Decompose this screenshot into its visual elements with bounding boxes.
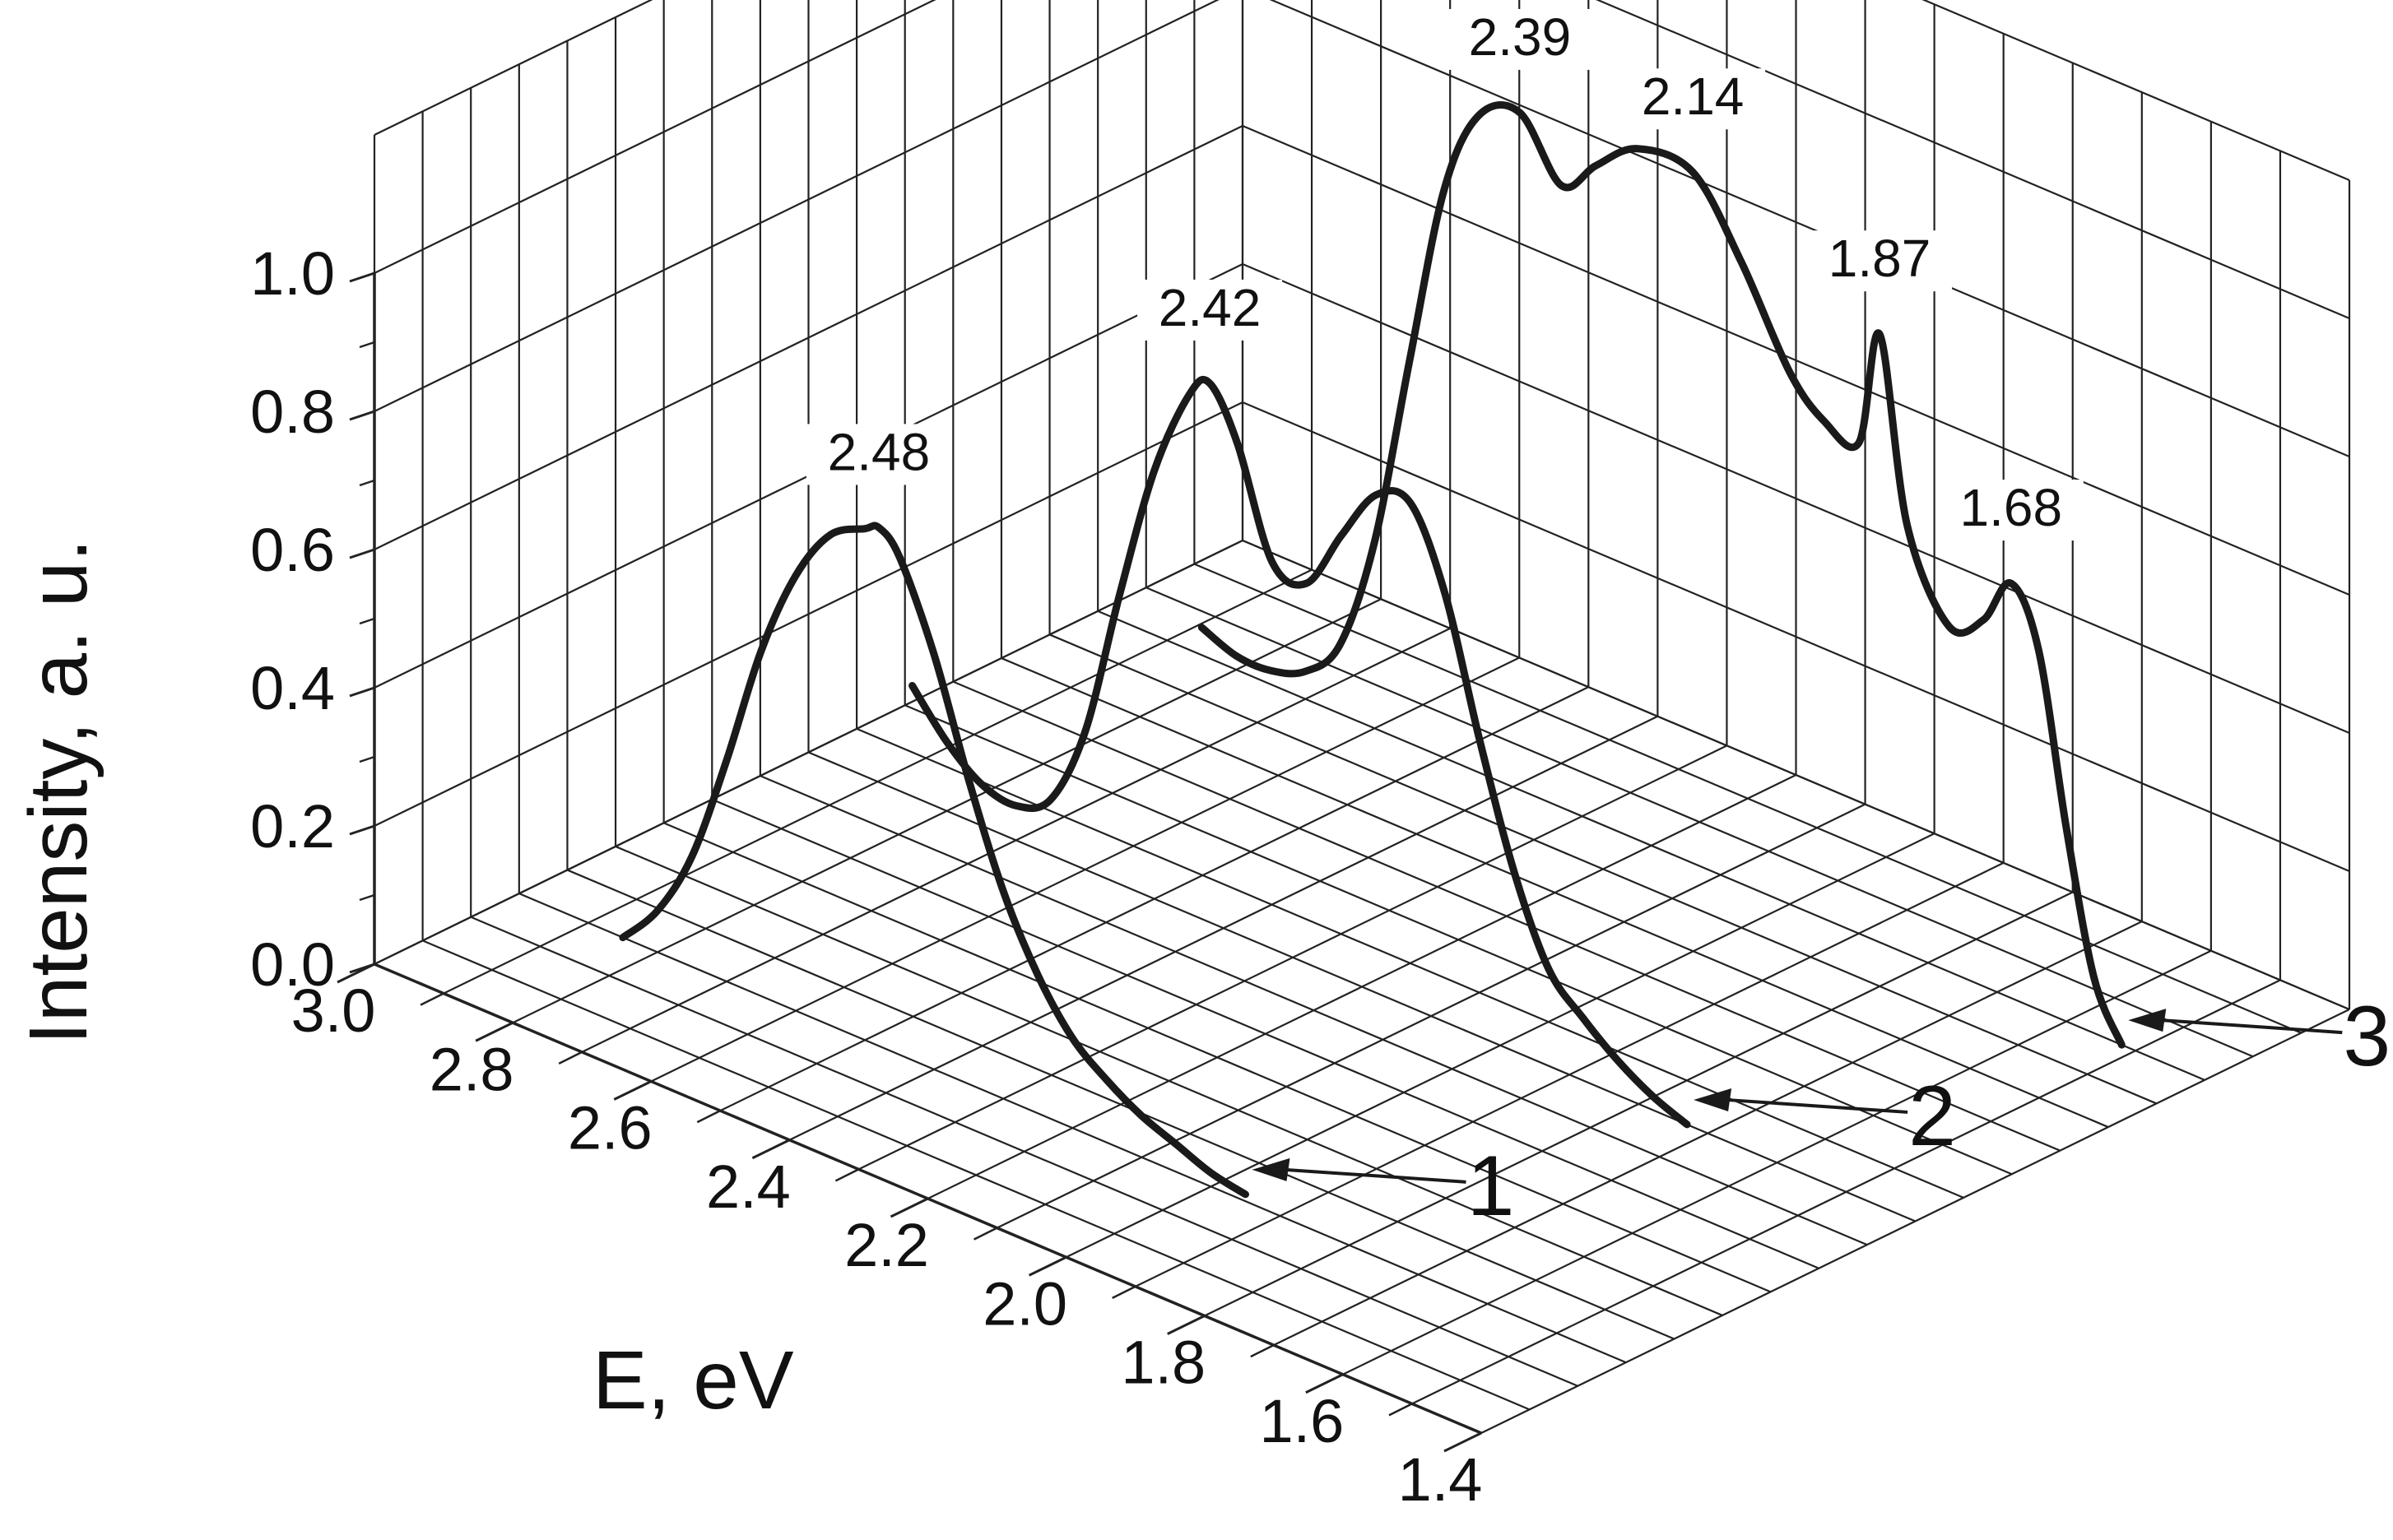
- peak-label: 2.39: [1469, 7, 1572, 67]
- y-minor-tick: [360, 480, 374, 485]
- series-label: 3: [2343, 989, 2391, 1084]
- y-axis-title: Intensity, a. u.: [12, 539, 105, 1045]
- x-minor-tick: [974, 1228, 997, 1240]
- x-minor-tick: [697, 1111, 720, 1122]
- y-tick-label: 0.8: [250, 378, 335, 446]
- x-tick-label: 2.0: [983, 1269, 1067, 1338]
- series-2-line: [913, 379, 1688, 1124]
- y-tick-label: 0.2: [250, 792, 335, 860]
- annotations: 2.48 2.42 2.39 2.14 1.87 1.68 1 2 3: [806, 7, 2391, 1234]
- y-minor-tick: [360, 895, 374, 900]
- x-tick-label: 1.4: [1398, 1445, 1483, 1514]
- y-tick-mark: [350, 826, 374, 834]
- series-label: 2: [1908, 1069, 1956, 1164]
- x-axis-title: E, eV: [592, 1334, 794, 1426]
- x-tick-label: 2.8: [430, 1035, 514, 1103]
- x-minor-tick: [835, 1169, 858, 1181]
- x-minor-tick: [559, 1052, 582, 1064]
- series-2: [913, 379, 1688, 1125]
- x-minor-tick: [1251, 1345, 1274, 1357]
- y-tick-label: 0.6: [250, 516, 335, 584]
- x-tick-label: 2.6: [568, 1094, 653, 1162]
- peak-label: 2.42: [1159, 278, 1262, 337]
- y-minor-tick: [360, 342, 374, 347]
- x-tick-label: 2.4: [706, 1153, 791, 1221]
- y-minor-tick: [360, 619, 374, 624]
- y-tick-mark: [350, 411, 374, 420]
- peak-label: 2.14: [1642, 67, 1745, 126]
- x-tick-label: 3.0: [291, 976, 376, 1045]
- y-tick-label: 0.4: [250, 654, 335, 722]
- x-minor-tick: [1113, 1287, 1136, 1298]
- x-tick-label: 2.2: [844, 1211, 929, 1279]
- y-minor-tick: [360, 757, 374, 762]
- peak-label: 1.68: [1960, 478, 2063, 537]
- floor-grid: [374, 540, 2349, 1433]
- series-label: 1: [1467, 1139, 1515, 1234]
- series-label-arrow: [1285, 1170, 1466, 1182]
- x-tick-label: 1.8: [1121, 1329, 1206, 1397]
- y-tick-mark: [350, 273, 374, 281]
- peak-label: 2.48: [828, 422, 931, 481]
- y-tick-label: 1.0: [250, 239, 335, 308]
- y-tick-mark: [350, 550, 374, 558]
- x-minor-tick: [1389, 1403, 1412, 1415]
- peak-label: 1.87: [1828, 229, 1931, 288]
- x-minor-tick: [421, 994, 444, 1005]
- x-tick-label: 1.6: [1259, 1387, 1344, 1455]
- y-tick-mark: [350, 688, 374, 696]
